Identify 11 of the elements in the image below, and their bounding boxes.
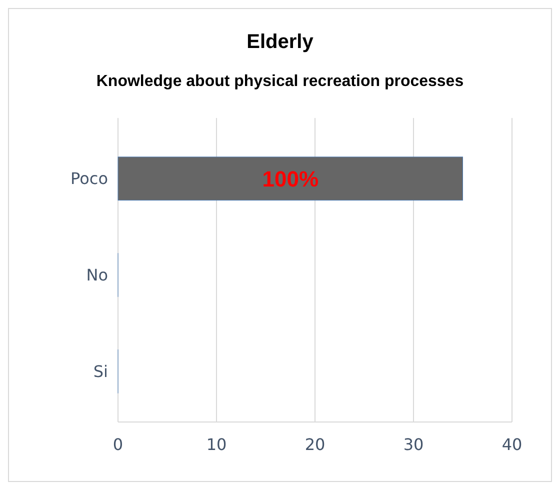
chart-subtitle: Knowledge about physical recreation processes [96,73,464,90]
y-tick-label: No [86,266,108,285]
x-tick-label: 30 [403,435,424,454]
x-tick-label: 10 [206,435,227,454]
x-tick-label: 20 [304,435,326,454]
y-tick-label: Si [93,362,108,381]
chart-title: Elderly [246,31,314,53]
x-tick-label: 40 [502,435,522,454]
y-tick-label: Poco [70,169,108,188]
annotation: 100% [262,166,319,192]
x-tick-label: 0 [112,435,124,454]
